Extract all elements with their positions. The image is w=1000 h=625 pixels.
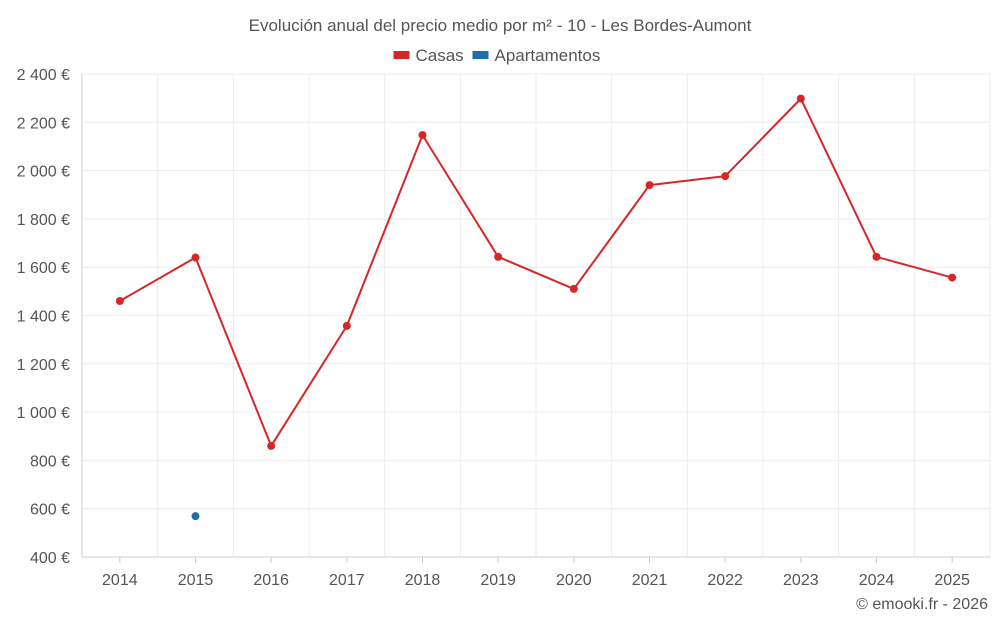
data-point [342, 321, 351, 330]
y-tick-label: 1 200 € [17, 357, 70, 374]
data-point [191, 512, 200, 521]
data-point [569, 284, 578, 293]
y-axis: 400 € 600 € 800 € 1 000 € 1 200 € 1 400 € 1 60… [17, 67, 83, 567]
chart-title: Evolución anual del precio medio por m² … [249, 16, 752, 35]
data-point [267, 441, 276, 450]
data-point [494, 252, 503, 261]
data-point [418, 131, 427, 140]
y-tick-label: 1 000 € [17, 405, 70, 422]
y-tick-label: 1 800 € [17, 212, 70, 229]
y-tick-label: 2 000 € [17, 164, 70, 181]
data-point [796, 94, 805, 103]
x-tick-label: 2016 [253, 572, 289, 589]
x-tick-label: 2019 [480, 572, 516, 589]
data-point [645, 181, 654, 190]
y-tick-label: 600 € [30, 502, 70, 519]
x-tick-label: 2022 [707, 572, 743, 589]
y-tick-label: 400 € [30, 550, 70, 567]
x-tick-label: 2018 [405, 572, 441, 589]
y-tick-label: 2 200 € [17, 115, 70, 132]
legend-label: Casas [416, 46, 464, 65]
series-line-casas [119, 97, 953, 447]
legend-swatch [393, 51, 410, 59]
y-tick-label: 1 400 € [17, 309, 70, 326]
x-tick-label: 2020 [556, 572, 592, 589]
legend-swatch [472, 51, 489, 59]
y-tick-label: 800 € [30, 453, 70, 470]
data-point [721, 172, 730, 181]
series-layer [115, 94, 957, 521]
x-tick-label: 2015 [178, 572, 214, 589]
legend-label: Apartamentos [495, 46, 601, 65]
data-point [115, 297, 124, 306]
credit-text: © emooki.fr - 2026 [856, 596, 988, 613]
x-tick-label: 2017 [329, 572, 365, 589]
x-tick-label: 2021 [632, 572, 668, 589]
y-tick-label: 1 600 € [17, 260, 70, 277]
data-point [948, 273, 957, 282]
grid [82, 73, 991, 557]
data-point [872, 252, 881, 261]
x-tick-label: 2014 [102, 572, 138, 589]
data-point [191, 253, 200, 262]
x-tick-label: 2023 [783, 572, 819, 589]
x-axis: 2014 2015 2016 2017 2018 2019 2020 2021 2022 2023… [82, 556, 990, 589]
x-tick-label: 2024 [859, 572, 895, 589]
legend: Casas Apartamentos [393, 46, 601, 65]
x-tick-label: 2025 [934, 572, 970, 589]
y-tick-label: 2 400 € [17, 67, 70, 84]
